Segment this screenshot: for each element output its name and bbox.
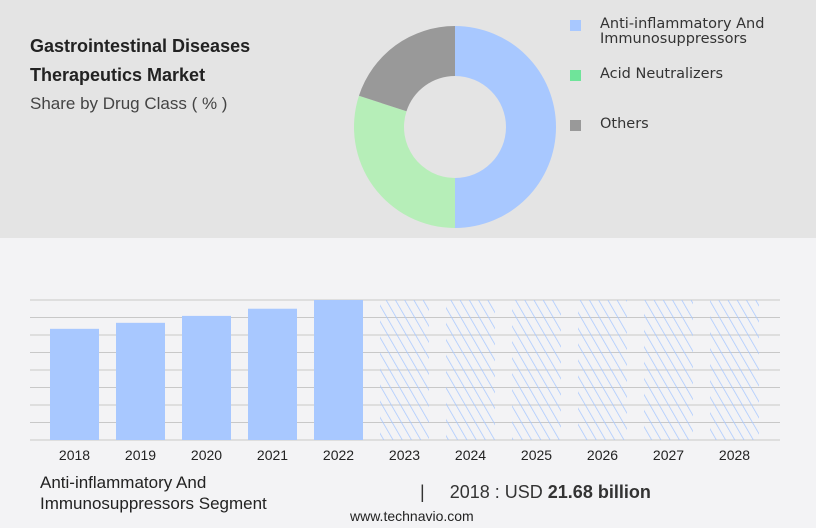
x-tick-label: 2028 [719, 447, 750, 463]
bar [182, 315, 231, 440]
segment-label: Anti-inflammatory And Immunosuppressors S… [40, 472, 267, 514]
donut-slice [358, 26, 455, 112]
donut-slice [354, 95, 455, 229]
chart-subtitle: Share by Drug Class ( % ) [30, 94, 228, 113]
bar [50, 328, 99, 440]
source-url[interactable]: www.technavio.com [350, 508, 474, 524]
value-text: 21.68 billion [547, 482, 651, 502]
segment-line: Immunosuppressors Segment [40, 494, 267, 513]
x-tick-label: 2023 [389, 447, 420, 463]
bar [248, 308, 297, 440]
forecast-bar [446, 300, 495, 440]
x-tick-label: 2027 [653, 447, 684, 463]
chart-title: Gastrointestinal Diseases Therapeutics Ma… [30, 32, 250, 90]
legend-swatch [570, 20, 581, 31]
legend-swatch [570, 70, 581, 81]
x-tick-label: 2026 [587, 447, 618, 463]
title-line: Gastrointestinal Diseases [30, 36, 251, 56]
x-tick-label: 2024 [455, 447, 486, 463]
separator: | [420, 482, 425, 502]
forecast-bar [644, 300, 693, 440]
year-text: 2018 : USD [449, 482, 543, 502]
x-tick-label: 2021 [257, 447, 288, 463]
bar [314, 300, 363, 440]
bar [116, 322, 165, 440]
x-tick-label: 2025 [521, 447, 552, 463]
segment-line: Anti-inflammatory And [40, 473, 207, 492]
x-tick-label: 2018 [59, 447, 90, 463]
donut-slice [455, 26, 556, 228]
legend-label: Anti-inflammatory And Immunosuppressors [600, 16, 765, 47]
legend-label: Others [600, 116, 649, 132]
legend-label: Acid Neutralizers [600, 66, 724, 82]
forecast-bar [512, 300, 561, 440]
forecast-bar [380, 300, 429, 440]
x-tick-label: 2020 [191, 447, 222, 463]
forecast-bar [710, 300, 759, 440]
title-line: Therapeutics Market [30, 65, 206, 85]
forecast-bar [578, 300, 627, 440]
legend-swatch [570, 120, 581, 131]
x-tick-label: 2019 [125, 447, 156, 463]
x-tick-label: 2022 [323, 447, 354, 463]
segment-value: | 2018 : USD 21.68 billion [420, 482, 651, 503]
